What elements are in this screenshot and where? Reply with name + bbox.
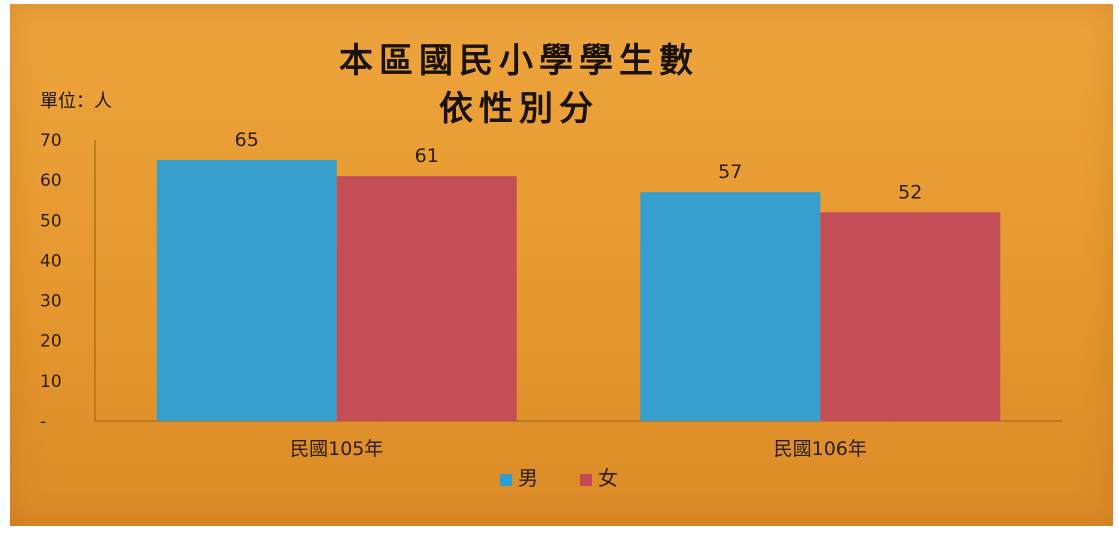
- chart-title-line-2: 依性別分: [439, 89, 599, 129]
- legend-label: 女: [598, 466, 618, 490]
- y-tick-label: 20: [40, 332, 62, 352]
- y-tick-label: 50: [40, 211, 62, 231]
- bars-layer: [156, 160, 1001, 422]
- bar-female: [820, 212, 1001, 421]
- y-tick-label: 60: [40, 171, 62, 191]
- data-label: 61: [415, 145, 439, 167]
- data-label: 57: [718, 161, 742, 183]
- y-tick-label: 10: [40, 372, 62, 392]
- labels-layer: 65 61 民國105年 57 52 民國106年: [235, 129, 923, 460]
- y-tick-label: 40: [40, 251, 62, 271]
- y-tick-label: 70: [40, 131, 62, 151]
- y-tick-label: -: [40, 412, 46, 432]
- legend-swatch: [580, 474, 592, 486]
- chart-panel: 本區國民小學學生數 依性別分 單位：人 - 10 20 30 40 50 60 70 65 61…: [10, 4, 1113, 526]
- x-category-label: 民國106年: [774, 438, 867, 460]
- unit-label: 單位：人: [40, 91, 112, 112]
- bar-male: [640, 192, 821, 421]
- legend: 男女: [500, 466, 618, 490]
- bar-female: [336, 176, 517, 421]
- chart-title-line-1: 本區國民小學學生數: [339, 41, 699, 81]
- y-tick-label: 30: [40, 292, 62, 312]
- bar-male: [156, 160, 337, 422]
- data-label: 65: [235, 129, 259, 151]
- legend-label: 男: [518, 466, 538, 490]
- x-category-label: 民國105年: [290, 438, 383, 460]
- legend-swatch: [500, 474, 512, 486]
- bar-chart: 本區國民小學學生數 依性別分 單位：人 - 10 20 30 40 50 60 70 65 61…: [40, 41, 1062, 490]
- data-label: 52: [898, 181, 922, 203]
